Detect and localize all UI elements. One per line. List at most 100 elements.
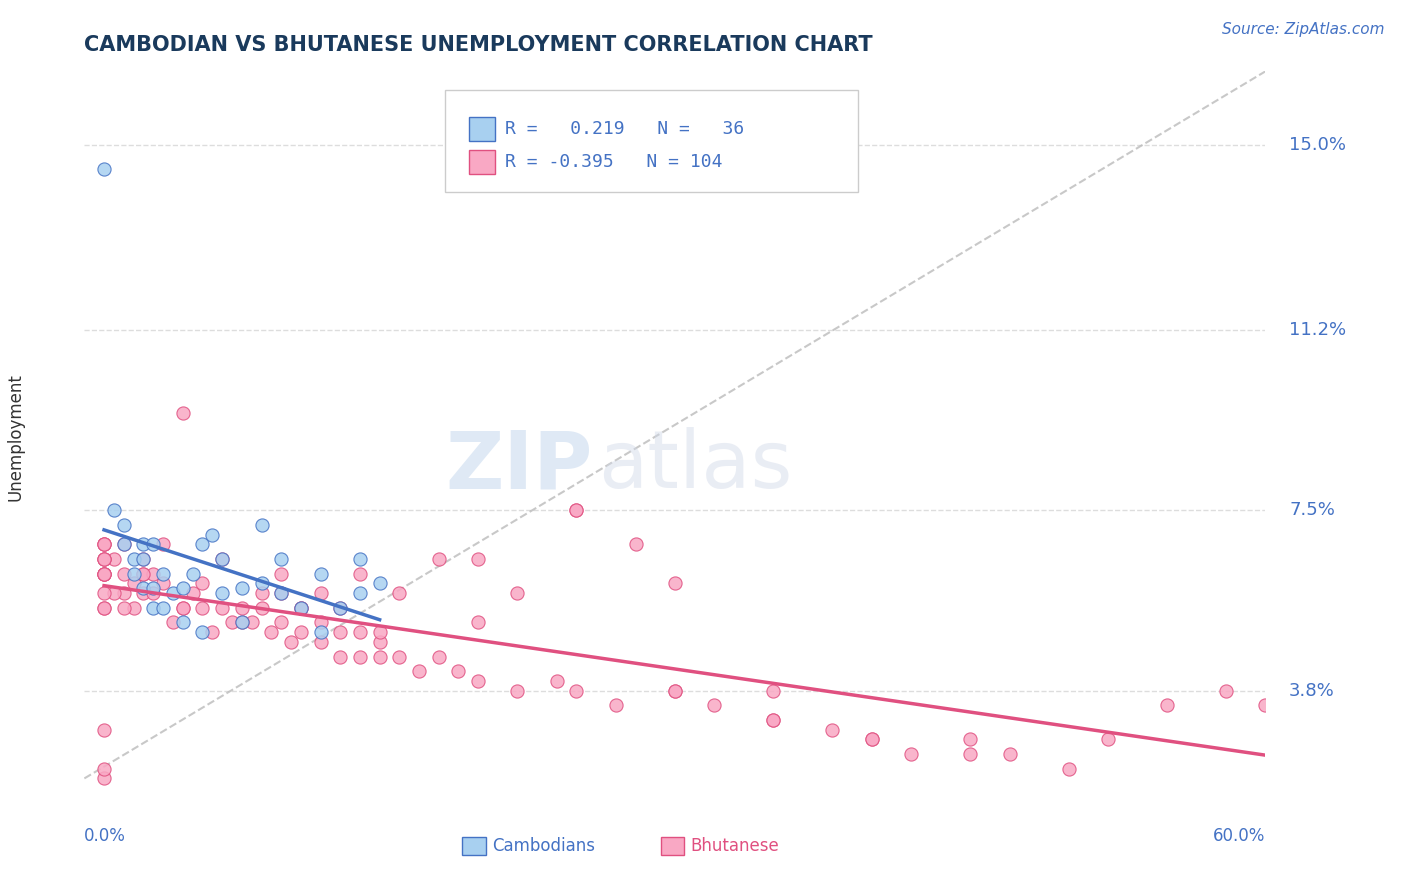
Point <box>290 600 312 615</box>
Point <box>329 649 352 664</box>
Point <box>427 552 450 566</box>
Point <box>250 586 273 600</box>
FancyBboxPatch shape <box>661 838 685 855</box>
Point <box>408 664 430 678</box>
Point <box>122 576 145 591</box>
Point <box>309 615 332 630</box>
Point <box>270 586 292 600</box>
Point <box>112 537 135 551</box>
Point <box>349 566 371 581</box>
Point <box>152 566 174 581</box>
Point <box>93 537 115 551</box>
Point <box>191 625 214 640</box>
Point <box>93 566 115 581</box>
Point <box>191 600 214 615</box>
Point <box>103 503 125 517</box>
Point <box>309 625 332 640</box>
Point <box>1097 732 1119 747</box>
Point <box>900 747 922 761</box>
Point <box>142 586 165 600</box>
Point <box>93 586 115 600</box>
Point <box>142 581 165 595</box>
Point <box>93 566 115 581</box>
Text: Cambodians: Cambodians <box>492 837 595 855</box>
Point <box>624 537 647 551</box>
Point <box>172 600 194 615</box>
Point <box>506 683 529 698</box>
Point <box>103 552 125 566</box>
Point <box>211 552 233 566</box>
Text: 15.0%: 15.0% <box>1289 136 1346 153</box>
Point <box>132 586 155 600</box>
Point <box>231 581 253 595</box>
Point <box>250 576 273 591</box>
Text: R = -0.395   N = 104: R = -0.395 N = 104 <box>505 153 723 171</box>
Point <box>112 566 135 581</box>
Point <box>191 537 214 551</box>
Point <box>368 649 391 664</box>
Point <box>1156 698 1178 713</box>
Point <box>142 600 165 615</box>
Point <box>368 625 391 640</box>
Point <box>762 713 785 727</box>
Point <box>93 600 115 615</box>
Point <box>132 552 155 566</box>
Point <box>103 586 125 600</box>
Point <box>132 537 155 551</box>
Point <box>93 566 115 581</box>
Point <box>664 683 686 698</box>
Point <box>122 600 145 615</box>
Point <box>211 586 233 600</box>
Point <box>172 406 194 420</box>
Point <box>132 552 155 566</box>
Point <box>231 615 253 630</box>
Point <box>565 503 588 517</box>
Point <box>122 552 145 566</box>
Point <box>565 683 588 698</box>
Point <box>959 747 981 761</box>
Point <box>142 537 165 551</box>
Point <box>211 600 233 615</box>
Point <box>388 586 411 600</box>
Point <box>368 576 391 591</box>
Point <box>349 552 371 566</box>
Text: 60.0%: 60.0% <box>1213 827 1265 846</box>
Point <box>329 625 352 640</box>
Point <box>860 732 883 747</box>
Point <box>221 615 243 630</box>
Point <box>349 649 371 664</box>
Text: R =   0.219   N =   36: R = 0.219 N = 36 <box>505 120 744 138</box>
FancyBboxPatch shape <box>470 151 495 174</box>
Point <box>270 586 292 600</box>
Point <box>93 762 115 776</box>
Point <box>349 625 371 640</box>
Point <box>467 673 489 688</box>
Point <box>172 600 194 615</box>
Point <box>231 615 253 630</box>
Point <box>821 723 844 737</box>
Point <box>181 566 204 581</box>
Point <box>112 586 135 600</box>
Point <box>290 600 312 615</box>
Point <box>290 600 312 615</box>
Point <box>93 566 115 581</box>
Text: Source: ZipAtlas.com: Source: ZipAtlas.com <box>1222 22 1385 37</box>
Point <box>93 552 115 566</box>
Point <box>309 566 332 581</box>
Point <box>191 576 214 591</box>
Point <box>1254 698 1277 713</box>
Point <box>349 586 371 600</box>
Point <box>152 576 174 591</box>
Point <box>142 566 165 581</box>
Point <box>162 586 184 600</box>
Point <box>860 732 883 747</box>
Point <box>240 615 263 630</box>
Point <box>546 673 568 688</box>
Point <box>250 517 273 532</box>
Point <box>93 772 115 786</box>
Point <box>122 566 145 581</box>
Point <box>329 600 352 615</box>
Point <box>181 586 204 600</box>
FancyBboxPatch shape <box>444 90 858 192</box>
Point <box>998 747 1021 761</box>
